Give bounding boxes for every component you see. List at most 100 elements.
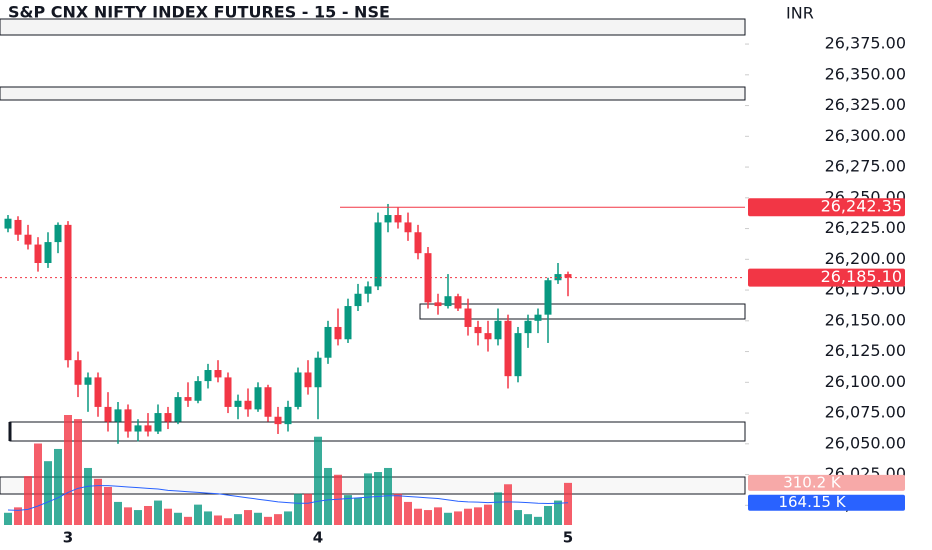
zone bbox=[0, 476, 746, 495]
candle-body bbox=[114, 409, 122, 422]
candle-body bbox=[214, 370, 222, 378]
volume-ma-line bbox=[7, 485, 569, 511]
candle-body bbox=[424, 253, 432, 303]
candle-body bbox=[564, 274, 572, 278]
volume-bar bbox=[94, 478, 102, 525]
y-tick-label: 26,375.00 bbox=[825, 34, 906, 53]
volume-bar bbox=[494, 492, 502, 525]
volume-bar bbox=[24, 476, 32, 525]
x-tick-label: 5 bbox=[563, 529, 573, 547]
volume-bar bbox=[534, 516, 542, 525]
volume-bar bbox=[194, 504, 202, 525]
volume-bar bbox=[454, 511, 462, 525]
volume-label-box bbox=[748, 474, 905, 491]
volume-bar bbox=[114, 501, 122, 525]
volume-bar bbox=[404, 501, 412, 525]
y-tick-label: 26,200.00 bbox=[825, 249, 906, 268]
volume-bar bbox=[164, 508, 172, 525]
candle-body bbox=[234, 400, 242, 407]
candle-body bbox=[4, 218, 12, 229]
volume-bar bbox=[144, 505, 152, 525]
volume-bar bbox=[554, 500, 562, 525]
volume-bar bbox=[484, 504, 492, 525]
volume-bar bbox=[294, 493, 302, 525]
candle-body bbox=[404, 222, 412, 233]
candle-body bbox=[74, 360, 82, 385]
candle-body bbox=[164, 413, 172, 422]
volume-bar bbox=[274, 514, 282, 525]
x-tick-label: 4 bbox=[313, 529, 323, 547]
y-tick-label: 26,275.00 bbox=[825, 157, 906, 176]
zone bbox=[0, 86, 746, 101]
candle-body bbox=[84, 377, 92, 385]
volume-bar bbox=[54, 448, 62, 525]
candle-body bbox=[134, 425, 142, 432]
volume-bar bbox=[334, 474, 342, 525]
y-tick-label: 26,350.00 bbox=[825, 64, 906, 83]
candle-body bbox=[374, 222, 382, 287]
volume-bar bbox=[254, 512, 262, 525]
candle-body bbox=[324, 326, 332, 358]
candle-body bbox=[334, 326, 342, 340]
volume-bar bbox=[434, 507, 442, 525]
volume-bar bbox=[4, 512, 12, 525]
volume-bar bbox=[504, 484, 512, 525]
candle-body bbox=[494, 320, 502, 340]
candle-body bbox=[264, 387, 272, 417]
volume-bar bbox=[474, 507, 482, 525]
candle-body bbox=[354, 293, 362, 307]
volume-bar bbox=[234, 514, 242, 525]
volume-bar bbox=[384, 467, 392, 525]
volume-bar bbox=[134, 510, 142, 525]
x-tick-label: 3 bbox=[63, 529, 73, 547]
volume-bar bbox=[324, 467, 332, 525]
volume-bar bbox=[344, 495, 352, 525]
volume-bar bbox=[64, 415, 72, 525]
zone bbox=[419, 303, 746, 320]
y-tick-label: 26,225.00 bbox=[825, 218, 906, 237]
candle-body bbox=[14, 219, 22, 235]
zones bbox=[0, 18, 746, 495]
volume-bar bbox=[264, 516, 272, 525]
volume-bar bbox=[364, 473, 372, 525]
zone bbox=[9, 421, 746, 442]
volume-bar bbox=[204, 511, 212, 525]
candle-body bbox=[294, 372, 302, 407]
volume-bar bbox=[14, 507, 22, 525]
volume-bar bbox=[214, 515, 222, 525]
volume-bar bbox=[514, 510, 522, 525]
volume-bar bbox=[354, 497, 362, 525]
candle-body bbox=[454, 296, 462, 309]
volume-layer bbox=[4, 415, 572, 525]
candle-body bbox=[344, 306, 352, 340]
volume-bar bbox=[44, 461, 52, 525]
volume-bar bbox=[444, 512, 452, 525]
currency: INR bbox=[786, 4, 814, 23]
volume-bar bbox=[224, 518, 232, 525]
candle-body bbox=[254, 387, 262, 410]
candle-body bbox=[514, 333, 522, 377]
candle-body bbox=[394, 215, 402, 223]
volume-bar bbox=[34, 443, 42, 525]
candle-body bbox=[184, 397, 192, 401]
candle-body bbox=[504, 320, 512, 377]
candle-body bbox=[304, 372, 312, 388]
candle-body bbox=[54, 224, 62, 243]
candle-body bbox=[174, 397, 182, 422]
price-label: 26,242.35 bbox=[821, 197, 902, 216]
candle-body bbox=[94, 377, 102, 407]
candle-body bbox=[124, 409, 132, 432]
axis-layer: 26,000.0026,025.0026,050.0026,075.0026,1… bbox=[63, 34, 906, 547]
candle-body bbox=[64, 224, 72, 361]
volume-bar bbox=[524, 514, 532, 525]
price-label-box bbox=[748, 198, 905, 217]
chart-title: S&P CNX NIFTY INDEX FUTURES - 15 - NSE bbox=[8, 3, 390, 22]
volume-bar bbox=[374, 472, 382, 525]
price-label: 26,185.10 bbox=[821, 267, 902, 286]
candle-body bbox=[484, 333, 492, 340]
y-tick-label: 26,100.00 bbox=[825, 372, 906, 391]
candle-body bbox=[534, 314, 542, 321]
candle-body bbox=[474, 326, 482, 334]
candle-body bbox=[464, 308, 472, 327]
